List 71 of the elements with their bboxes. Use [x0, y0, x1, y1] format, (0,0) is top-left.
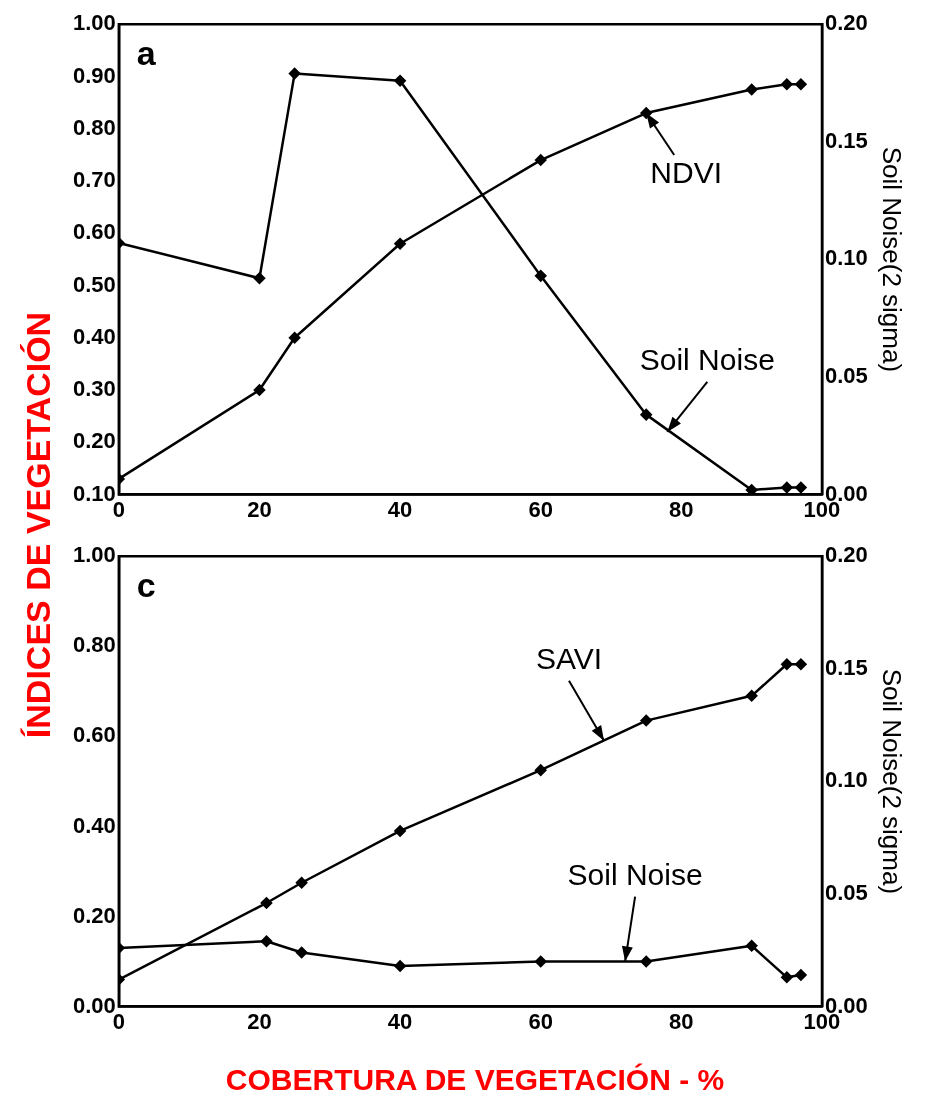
x-tick-label: 60	[528, 496, 553, 522]
point	[534, 764, 547, 776]
y2-tick-label: 0.20	[824, 10, 868, 36]
point	[640, 714, 652, 727]
point	[795, 658, 807, 671]
y-tick-label: 0.20	[72, 428, 116, 454]
y2-tick-label: 0.05	[824, 880, 868, 906]
point	[295, 946, 308, 959]
y-tick-label: 0.80	[72, 114, 116, 140]
point	[253, 384, 266, 396]
point	[745, 83, 758, 96]
y2-tick-label: 0.10	[824, 245, 868, 271]
y-tick-label: 0.60	[72, 219, 116, 245]
point	[288, 332, 301, 344]
y-tick-label: 1.00	[72, 542, 116, 568]
y-tick-label: 0.70	[72, 167, 116, 193]
point	[640, 107, 652, 119]
point	[795, 969, 807, 981]
point	[781, 481, 793, 494]
y2-tick-label: 0.10	[824, 767, 868, 793]
x-tick-label: 40	[387, 496, 413, 522]
y-axis-title: ÍNDICES DE VEGETACIÓN	[18, 311, 58, 739]
y2-tick-label: 0.20	[824, 542, 868, 568]
annotation: Soil Noise	[567, 857, 703, 891]
y2-axis-title: Soil Noise(2 sigma)	[877, 146, 908, 373]
y-tick-label: 0.40	[72, 812, 116, 838]
annotation: c	[136, 565, 156, 604]
point	[745, 690, 758, 702]
point	[253, 272, 266, 284]
y2-tick-label: 0.15	[824, 127, 868, 153]
y-tick-label: 0.90	[72, 62, 116, 88]
x-tick-label: 20	[247, 496, 272, 522]
point	[534, 955, 547, 968]
point	[288, 67, 301, 80]
annotation: NDVI	[650, 156, 723, 190]
y2-tick-label: 0.05	[824, 363, 868, 389]
y-tick-label: 0.60	[72, 722, 116, 748]
point	[640, 408, 652, 421]
point	[394, 825, 406, 837]
point	[781, 971, 793, 984]
x-axis-title: COBERTURA DE VEGETACIÓN - %	[225, 1063, 725, 1097]
annotation: SAVI	[535, 642, 603, 676]
point	[534, 270, 547, 282]
y-tick-label: 0.20	[72, 902, 116, 928]
point	[781, 658, 793, 671]
x-tick-label: 20	[247, 1008, 272, 1034]
y2-axis-title: Soil Noise(2 sigma)	[877, 668, 908, 895]
point	[260, 935, 273, 948]
y2-tick-label: 0.15	[824, 654, 868, 680]
point	[745, 940, 758, 952]
point	[640, 955, 652, 968]
annotation: a	[136, 33, 157, 72]
x-tick-label: 80	[669, 496, 694, 522]
y-tick-label: 0.40	[72, 323, 116, 349]
point	[394, 74, 406, 87]
point	[394, 237, 406, 250]
x-tick-label: 80	[669, 1008, 694, 1034]
annotation: Soil Noise	[639, 343, 775, 377]
point	[295, 876, 308, 889]
y-tick-label: 0.50	[72, 271, 116, 297]
y-tick-label: 0.80	[72, 632, 116, 658]
y-tick-label: 1.00	[72, 10, 116, 36]
point	[781, 78, 793, 91]
x-tick-label: 40	[387, 1008, 413, 1034]
point	[534, 154, 547, 166]
point	[260, 897, 273, 909]
y-tick-label: 0.30	[72, 376, 116, 402]
x-tick-label: 60	[528, 1008, 553, 1034]
point	[795, 78, 807, 91]
point	[394, 960, 406, 972]
point	[795, 481, 807, 494]
